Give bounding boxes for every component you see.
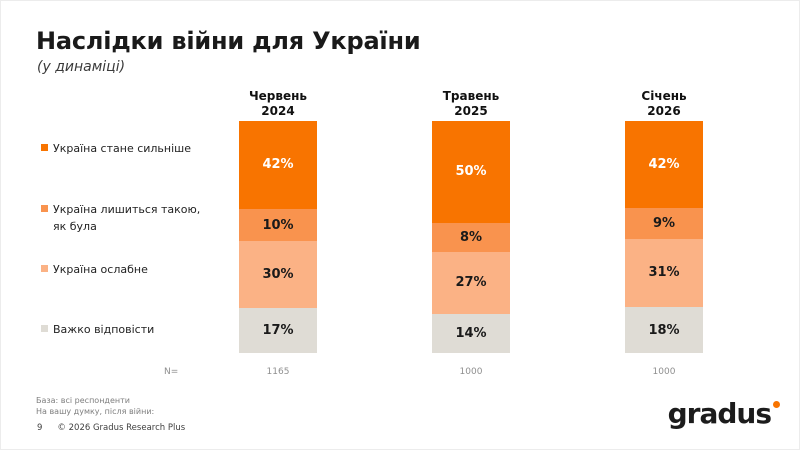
- bar-segment: 17%: [239, 308, 317, 353]
- base-note-line2: На вашу думку, після війни:: [36, 406, 155, 416]
- n-value: 1000: [459, 367, 483, 377]
- legend-swatch-icon: [41, 325, 48, 332]
- stacked-bar: 42% 9% 31% 18%: [625, 121, 703, 353]
- column-header-line: 2026: [647, 104, 681, 118]
- bar-segment: 42%: [239, 121, 317, 209]
- n-label: N=: [164, 367, 179, 377]
- bar-segment: 50%: [432, 121, 510, 223]
- legend-item: Україна стане сильніше: [41, 140, 209, 157]
- copyright: © 2026 Gradus Research Plus: [57, 423, 186, 433]
- base-note: База: всі респонденти На вашу думку, піс…: [36, 396, 154, 418]
- legend-swatch-icon: [41, 205, 48, 212]
- column-header-line: Травень: [442, 89, 500, 103]
- n-value: 1165: [266, 367, 290, 377]
- n-value: 1000: [652, 367, 676, 377]
- column-header-line: Червень: [248, 89, 308, 103]
- column-header: Травень 2025: [432, 89, 510, 119]
- column-header: Січень 2026: [625, 89, 703, 119]
- page-title: Наслідки війни для України: [36, 27, 421, 55]
- bar-segment: 31%: [625, 238, 703, 308]
- legend-label: Україна ослабне: [53, 263, 148, 276]
- bar-segment: 9%: [625, 208, 703, 239]
- legend-item: Важко відповісти: [41, 321, 209, 338]
- bar-column: Січень 2026 42% 9% 31% 18% 1000: [625, 89, 703, 377]
- column-header-line: 2024: [261, 104, 295, 118]
- stacked-bar: 50% 8% 27% 14%: [432, 121, 510, 354]
- bar-segment: 8%: [432, 222, 510, 252]
- legend-label: Важко відповісти: [53, 323, 155, 336]
- legend-label: Україна стане сильніше: [53, 142, 191, 155]
- legend-item: Україна лишиться такою, як була: [41, 201, 209, 235]
- gradus-logo-dot-icon: [773, 401, 780, 408]
- bar-column: Червень 2024 42% 10% 30% 17% 1165: [239, 89, 317, 377]
- column-header: Червень 2024: [239, 89, 317, 119]
- bar-column: Травень 2025 50% 8% 27% 14% 1000: [432, 89, 510, 377]
- column-header-line: 2025: [454, 104, 488, 118]
- page-number: 9: [37, 423, 43, 433]
- base-note-line1: База: всі респонденти: [36, 396, 130, 405]
- bar-segment: 14%: [432, 313, 510, 354]
- footer-row: 9 © 2026 Gradus Research Plus: [37, 423, 185, 433]
- legend-swatch-icon: [41, 144, 48, 151]
- gradus-logo-text: gradus: [667, 397, 772, 430]
- bar-segment: 27%: [432, 251, 510, 314]
- bar-segment: 42%: [625, 121, 703, 209]
- legend-label: Україна лишиться такою, як була: [53, 203, 201, 234]
- column-header-line: Січень: [641, 89, 687, 103]
- legend-item: Україна ослабне: [41, 261, 209, 278]
- page-subtitle: (у динаміці): [37, 59, 126, 75]
- bar-segment: 30%: [239, 241, 317, 309]
- bar-segment: 18%: [625, 307, 703, 353]
- bar-segment: 10%: [239, 208, 317, 242]
- gradus-logo: gradus: [667, 397, 780, 430]
- legend-swatch-icon: [41, 265, 48, 272]
- stacked-bar: 42% 10% 30% 17%: [239, 121, 317, 353]
